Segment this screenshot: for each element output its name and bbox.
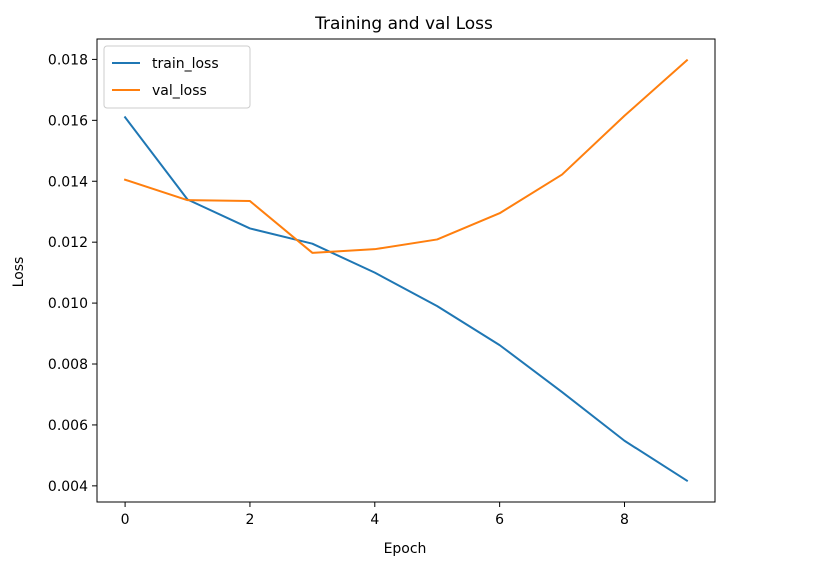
x-tick-label: 0 — [121, 512, 130, 528]
series-line-train_loss — [123, 115, 689, 483]
legend-label-train_loss: train_loss — [152, 56, 219, 72]
x-tick-label: 4 — [370, 512, 379, 528]
x-tick-label: 6 — [495, 512, 504, 528]
chart-title: Training and val Loss — [314, 14, 493, 34]
y-tick-label: 0.004 — [48, 479, 88, 495]
legend-label-val_loss: val_loss — [152, 83, 207, 99]
y-tick-label: 0.012 — [48, 235, 88, 251]
x-tick-label: 8 — [620, 512, 629, 528]
y-tick-label: 0.010 — [48, 296, 88, 312]
y-tick-label: 0.006 — [48, 418, 88, 434]
y-axis-label: Loss — [11, 257, 27, 288]
y-tick-label: 0.018 — [48, 52, 88, 68]
series-line-val_loss — [123, 58, 689, 254]
y-tick-label: 0.014 — [48, 174, 88, 190]
legend-box — [103, 45, 251, 109]
plot-frame — [96, 38, 716, 503]
x-axis-label: Epoch — [384, 541, 427, 557]
x-tick-label: 2 — [245, 512, 254, 528]
y-tick-label: 0.016 — [48, 113, 88, 129]
y-tick-label: 0.008 — [48, 357, 88, 373]
plot-area: 0 2 4 6 8 0.004 0.006 0.008 0.010 0.012 0.014 0.016… — [48, 38, 716, 528]
legend: train_loss val_loss — [103, 45, 251, 109]
